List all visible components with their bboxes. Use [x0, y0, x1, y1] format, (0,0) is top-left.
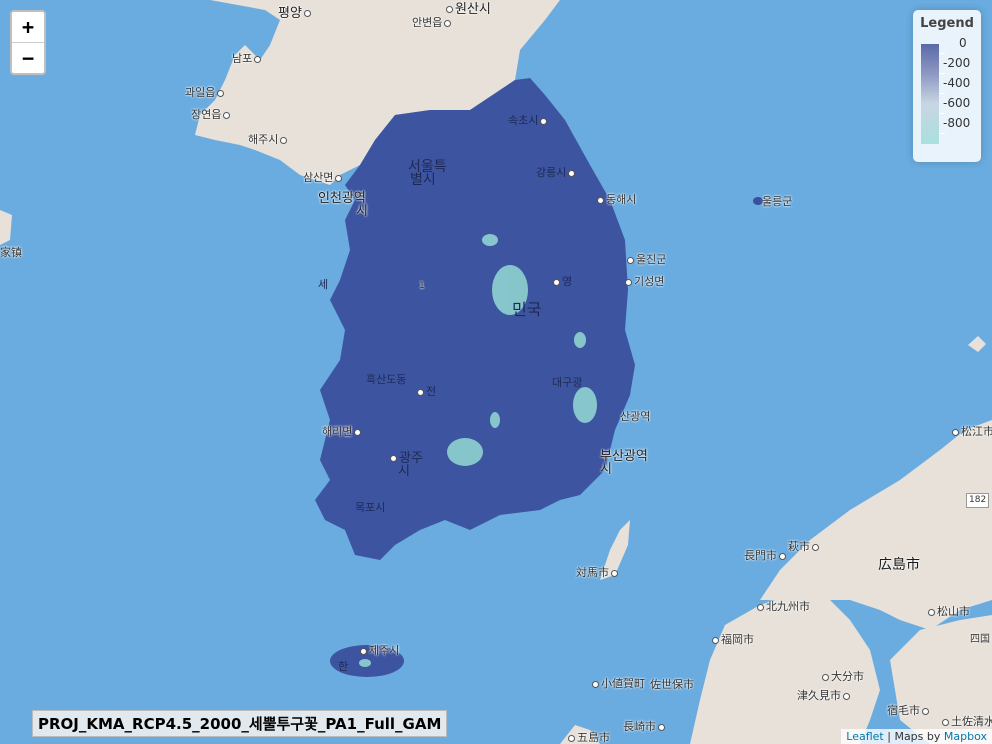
- place-gwangju: 광주 시: [388, 452, 423, 478]
- place-mokpo: 목포시: [355, 501, 386, 514]
- place-matsuyama: 松山市: [926, 605, 970, 618]
- place-ulleung: 울릉군: [762, 195, 793, 208]
- place-samsan: 삼산면: [303, 171, 344, 184]
- zoom-in-button[interactable]: +: [21, 15, 35, 39]
- place-jeju: 제주시: [358, 644, 399, 657]
- legend-tick: [939, 113, 945, 114]
- place-fukuoka: 福岡市: [710, 633, 754, 646]
- place-hiroshima: 広島市: [878, 557, 920, 573]
- place-sokcho: 속초시: [508, 114, 549, 127]
- place-hagi: 萩市: [788, 540, 821, 553]
- map-title: PROJ_KMA_RCP4.5_2000_세뿔투구꽃_PA1_Full_GAM: [32, 710, 448, 737]
- legend-tick: [939, 133, 945, 134]
- place-giseong: 기성면: [623, 275, 664, 288]
- land-tsushima: [600, 520, 630, 580]
- place-wonsan: 원산시: [444, 3, 491, 16]
- place-gangneung: 강릉시: [536, 166, 577, 179]
- place-tosa: 土佐清水市: [940, 715, 992, 728]
- place-uljin: 울진군: [625, 253, 666, 266]
- place-busan: 부산광역 시: [600, 449, 648, 477]
- place-sasebo: 佐世保市: [650, 678, 694, 691]
- legend-label-0: 0: [959, 36, 967, 50]
- place-anbyeon: 안변읍: [412, 16, 453, 29]
- place-nampo: 남포: [232, 52, 263, 65]
- zoom-out-button[interactable]: −: [12, 42, 44, 73]
- place-daegu: 대구광: [552, 376, 583, 389]
- place-oita: 大分市: [820, 670, 864, 683]
- place-tsushima: 対馬市: [576, 566, 620, 579]
- leaflet-link[interactable]: Leaflet: [846, 730, 884, 743]
- legend-label-400: -400: [943, 76, 971, 90]
- legend-label-600: -600: [943, 96, 971, 110]
- land-oki: [968, 336, 986, 352]
- legend-tick: [939, 73, 945, 74]
- place-jangyeon: 장연읍: [191, 108, 232, 121]
- overlay-patches: [359, 234, 597, 667]
- place-sukumo: 宿毛市: [887, 704, 931, 717]
- place-jeon: 전: [415, 385, 436, 398]
- zoom-control: + −: [10, 10, 46, 75]
- route-marker: 182: [966, 493, 990, 508]
- place-tsukumi: 津久見市: [797, 689, 852, 702]
- attribution: Leaflet | Maps by Mapbox: [841, 729, 992, 744]
- place-nagato: 長門市: [744, 549, 788, 562]
- place-left-edge: 家镇: [0, 246, 22, 259]
- place-haeju: 해주시: [248, 133, 289, 146]
- place-nagasaki: 長崎市: [623, 720, 667, 733]
- place-seoul: 서울특 별시: [408, 159, 447, 188]
- overlay-ulleung: [753, 197, 763, 205]
- legend-title: Legend: [920, 16, 974, 31]
- legend-label-800: -800: [943, 116, 971, 130]
- legend-tick: [939, 93, 945, 94]
- place-pyeongyang: 평양: [278, 7, 313, 20]
- place-ulsan: 산광역: [620, 410, 651, 423]
- mapbox-link[interactable]: Mapbox: [943, 730, 987, 743]
- place-gwail: 과일읍: [185, 86, 226, 99]
- land-west-edge: [0, 210, 12, 245]
- place-incheon: 인천광역 시: [318, 191, 368, 219]
- land-japan-honshu: [760, 420, 992, 630]
- legend-label-200: -200: [943, 56, 971, 70]
- place-se: 세: [318, 278, 329, 291]
- place-hanguk: 민국: [512, 300, 542, 319]
- place-shikoku: 四国: [970, 634, 990, 645]
- land-japan-kyushu: [690, 590, 880, 744]
- land-japan-shikoku: [890, 615, 992, 744]
- place-goto: 五島市: [566, 731, 610, 744]
- place-kitakyushu: 北九州市: [755, 600, 810, 613]
- attribution-separator: | Maps by: [883, 730, 944, 743]
- place-seogwipo: 한: [338, 660, 349, 673]
- place-haeri: 해리면: [322, 425, 363, 438]
- legend: Legend 0 -200 -400 -600 -800: [913, 10, 981, 162]
- place-yeong: 영: [551, 275, 572, 288]
- legend-tick: [939, 53, 945, 54]
- legend-color-bar: [921, 44, 939, 144]
- place-kogaya: 小値賀町: [590, 677, 645, 690]
- place-matsue: 松江市: [950, 425, 992, 438]
- place-donghae: 동해시: [595, 193, 636, 206]
- road-marker-1: 1: [419, 281, 425, 291]
- overlay-south-korea: [315, 78, 635, 560]
- place-heuksan: 흑산도동: [366, 373, 407, 386]
